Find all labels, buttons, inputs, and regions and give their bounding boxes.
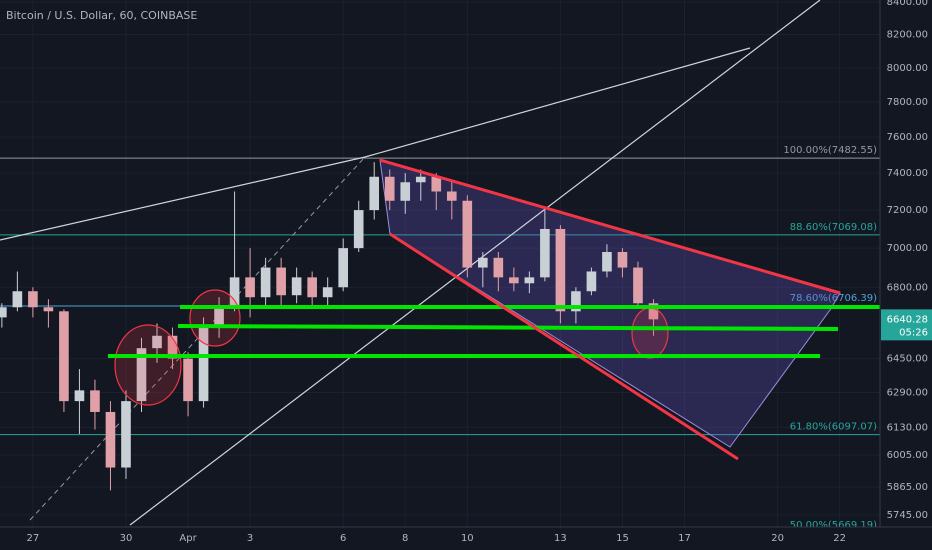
candle-body	[245, 277, 255, 298]
candle-body	[59, 311, 69, 402]
x-tick-label: 20	[771, 533, 784, 544]
x-tick-label: 3	[247, 533, 253, 544]
candle-body	[493, 257, 504, 278]
candle-body	[338, 248, 348, 288]
candles	[0, 162, 659, 491]
y-tick-label: 7800.00	[887, 97, 928, 108]
trend-line	[0, 47, 751, 241]
highlight-circle	[631, 307, 669, 359]
chart-title: Bitcoin / U.S. Dollar, 60, COINBASE	[6, 9, 197, 22]
price-tag	[881, 309, 932, 341]
candle-body	[322, 287, 333, 298]
x-tick-label: 15	[616, 533, 629, 544]
y-tick-label: 6450.00	[887, 354, 928, 365]
y-tick-label: 8400.00	[887, 0, 928, 8]
candle-body	[478, 257, 488, 268]
labels: 8400.00 8200.00 8000.00 7800.00 7600.00 7400.…	[27, 0, 932, 544]
y-tick-label: 7200.00	[887, 205, 928, 216]
candle-body	[291, 277, 302, 296]
candle-body	[0, 307, 7, 318]
candle-body	[43, 307, 54, 312]
wedge-top	[379, 158, 841, 295]
candle-body	[121, 401, 131, 468]
candle-body	[586, 271, 597, 292]
candle-body	[524, 277, 535, 284]
y-tick-label: 8000.00	[887, 63, 928, 74]
candle-body	[183, 358, 193, 402]
trend-line	[129, 0, 821, 526]
candle-body	[214, 307, 224, 328]
x-tick-label: 30	[120, 533, 133, 544]
x-tick-label: 8	[402, 533, 408, 544]
x-tick-label: Apr	[179, 533, 197, 544]
candle-body	[276, 267, 286, 296]
candle-body	[648, 303, 659, 320]
candle-body	[353, 210, 364, 249]
y-tick-label: 7000.00	[887, 243, 928, 254]
fib-label: 61.80%(6097.07)	[790, 422, 877, 433]
wedge-bottom	[389, 232, 739, 461]
candle-body	[12, 291, 23, 308]
candle-body	[571, 291, 581, 312]
candle-body	[28, 291, 38, 308]
candle-body	[90, 390, 100, 412]
highlight-circle	[114, 324, 182, 406]
candle-body	[74, 390, 85, 402]
candle-body	[555, 228, 566, 312]
x-tick-label: 22	[833, 533, 846, 544]
y-tick-label: 6290.00	[887, 388, 928, 399]
highlight-circle	[189, 289, 241, 347]
x-tick-label: 27	[27, 533, 40, 544]
candle-body	[136, 348, 147, 402]
candle-body	[633, 267, 643, 304]
y-tick-label: 7600.00	[887, 132, 928, 143]
candle-body	[509, 277, 519, 284]
candle-body	[229, 277, 240, 308]
candle-body	[462, 200, 473, 268]
candle-body	[431, 176, 442, 192]
candle-body	[105, 411, 116, 468]
fib-label: 78.60%(6706.39)	[790, 293, 877, 304]
y-tick-label: 5865.00	[887, 482, 928, 493]
candle-body	[446, 191, 457, 201]
price-axis	[880, 0, 932, 550]
candle-body	[540, 228, 550, 278]
candle-body	[198, 327, 209, 402]
y-tick-label: 6130.00	[887, 422, 928, 433]
x-tick-label: 13	[554, 533, 567, 544]
candle-body	[167, 335, 178, 359]
x-tick-label: 17	[678, 533, 691, 544]
candle-body	[152, 335, 162, 349]
y-tick-label: 6005.00	[887, 450, 928, 461]
y-tick-label: 8200.00	[887, 30, 928, 41]
candle-body	[307, 277, 317, 298]
fib-label: 50.00%(5669.19)	[790, 520, 877, 531]
candle-body	[369, 176, 380, 211]
candle-body	[617, 251, 628, 268]
y-tick-label: 5745.00	[887, 510, 928, 521]
price-tag-value: 6640.28	[887, 314, 928, 325]
fib-label: 100.00%(7482.55)	[783, 145, 877, 156]
x-tick-label: 10	[461, 533, 474, 544]
y-tick-label: 7400.00	[887, 168, 928, 179]
candle-body	[415, 176, 426, 183]
time-axis	[0, 527, 932, 550]
x-tick-label: 6	[340, 533, 346, 544]
candle-body	[602, 251, 612, 272]
fib-label: 88.60%(7069.08)	[790, 222, 877, 233]
price-tag-countdown: 05:26	[899, 327, 928, 338]
candle-body	[400, 182, 411, 201]
candle-body	[260, 267, 271, 298]
candle-body	[384, 176, 395, 201]
y-tick-label: 6800.00	[887, 282, 928, 293]
support-line	[177, 324, 839, 331]
